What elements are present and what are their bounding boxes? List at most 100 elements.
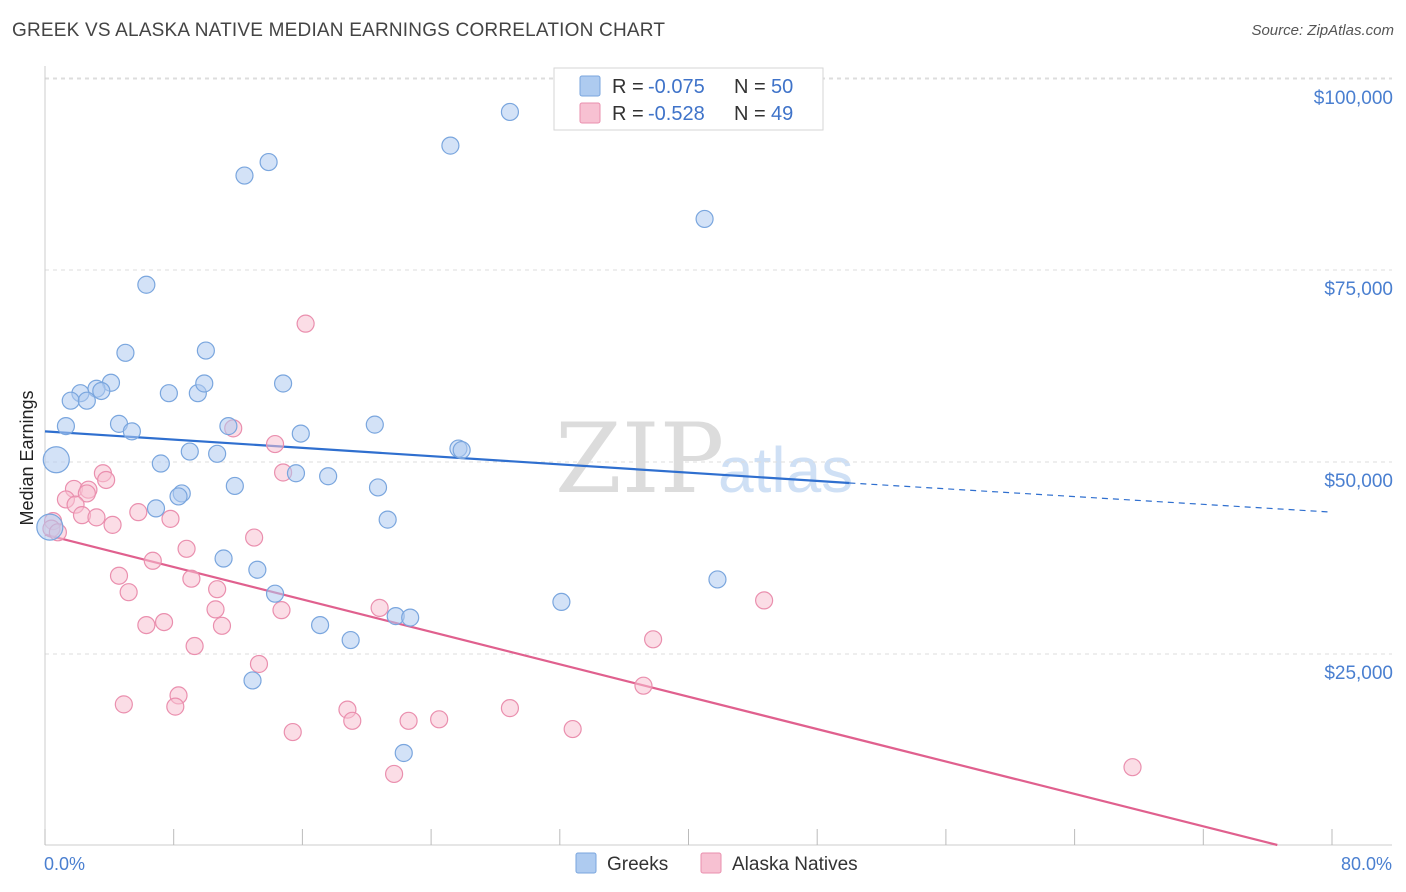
- greeks-point: [151, 454, 170, 473]
- series-legend: Greeks Alaska Natives: [575, 852, 858, 875]
- greeks-point: [77, 391, 96, 410]
- bottom-legend-swatch-greeks: [575, 852, 597, 874]
- legend-alaska-r-value: -0.528: [648, 103, 705, 125]
- greeks-point: [169, 487, 188, 506]
- greeks-point: [36, 513, 64, 541]
- bottom-legend-alaska: Alaska Natives: [732, 854, 858, 875]
- greeks-point: [214, 549, 233, 568]
- greeks-point: [365, 415, 384, 434]
- greeks-point: [695, 209, 714, 229]
- alaska-point: [166, 697, 185, 716]
- greeks-point: [259, 152, 278, 172]
- watermark-zip: ZIP: [555, 403, 724, 515]
- greeks-point: [219, 417, 238, 436]
- alaska-point: [206, 600, 225, 619]
- greeks-point: [159, 384, 178, 403]
- greeks-trend-extension: [849, 482, 1333, 513]
- alaska-point: [143, 551, 162, 570]
- grid-lines: [45, 77, 1392, 655]
- legend-greeks-n-value: 50: [771, 76, 793, 98]
- bottom-legend-greeks: Greeks: [607, 854, 668, 875]
- alaska-point: [343, 711, 362, 730]
- alaska-point: [265, 434, 285, 454]
- legend-greeks-r-value: -0.075: [648, 76, 705, 98]
- greeks-points: [36, 102, 727, 763]
- alaska-point: [114, 695, 133, 714]
- greeks-point: [196, 341, 215, 360]
- source-label: Source: ZipAtlas.com: [1251, 22, 1394, 39]
- alaska-point: [87, 508, 106, 527]
- alaska-point: [370, 598, 389, 617]
- trend-lines: [44, 430, 1333, 847]
- greeks-point: [243, 671, 262, 690]
- alaska-point: [644, 630, 663, 649]
- greeks-point: [116, 343, 135, 362]
- alaska-point: [296, 314, 315, 333]
- legend-greeks-r-label: R =: [612, 76, 644, 98]
- greeks-point: [225, 476, 244, 496]
- alaska-point: [137, 615, 156, 635]
- y-tick-label: $25,000: [1324, 663, 1393, 684]
- greeks-point: [378, 510, 397, 529]
- greeks-point: [122, 422, 141, 441]
- greeks-point: [291, 424, 310, 443]
- alaska-point: [245, 528, 264, 547]
- greeks-point: [180, 442, 199, 461]
- greeks-point: [401, 608, 420, 627]
- legend-swatch-alaska: [579, 102, 601, 124]
- greeks-point: [441, 136, 460, 155]
- greeks-point: [265, 584, 285, 603]
- y-tick-label: $75,000: [1324, 279, 1393, 300]
- legend-alaska-n-label: N =: [734, 103, 766, 125]
- alaska-point: [212, 616, 232, 635]
- alaska-point: [119, 583, 138, 602]
- greeks-point: [273, 374, 293, 393]
- greeks-trend-line: [44, 430, 850, 485]
- alaska-point: [97, 470, 116, 490]
- greeks-point: [248, 560, 267, 579]
- greeks-point: [56, 417, 76, 436]
- x-tick-label-min: 0.0%: [44, 854, 85, 874]
- alaska-point: [430, 710, 449, 729]
- alaska-point: [109, 566, 129, 585]
- greeks-point: [319, 467, 338, 486]
- alaska-trend-line: [44, 533, 1278, 847]
- y-tick-label: $50,000: [1324, 471, 1393, 492]
- alaska-point: [399, 711, 418, 730]
- greeks-point: [195, 374, 214, 393]
- alaska-points: [42, 314, 1142, 784]
- greeks-point: [452, 440, 471, 460]
- alaska-point: [283, 722, 302, 742]
- alaska-point: [154, 612, 174, 632]
- alaska-point: [563, 719, 582, 739]
- greeks-point: [286, 464, 306, 483]
- greeks-point: [552, 592, 571, 612]
- greeks-point: [42, 446, 70, 474]
- x-tick-label-max: 80.0%: [1341, 854, 1392, 874]
- correlation-legend: R = -0.075 N = 50 R = -0.528 N = 49: [553, 67, 824, 131]
- greeks-point: [235, 166, 254, 185]
- legend-alaska-n-value: 49: [771, 103, 793, 125]
- y-tick-labels: $25,000 $50,000 $75,000 $100,000: [1314, 88, 1393, 684]
- alaska-point: [500, 699, 520, 718]
- y-tick-label: $100,000: [1314, 88, 1393, 109]
- alaska-point: [129, 503, 148, 522]
- legend-greeks-n-label: N =: [734, 76, 766, 98]
- greeks-point: [341, 630, 360, 650]
- chart-title: GREEK VS ALASKA NATIVE MEDIAN EARNINGS C…: [12, 20, 666, 41]
- alaska-point: [634, 676, 653, 695]
- bottom-legend-swatch-alaska: [700, 852, 722, 874]
- greeks-point: [368, 478, 388, 497]
- alaska-point: [384, 764, 404, 784]
- greeks-point: [146, 499, 166, 518]
- alaska-point: [755, 591, 774, 610]
- alaska-point: [272, 601, 291, 620]
- alaska-point: [185, 636, 204, 656]
- alaska-point: [208, 580, 227, 599]
- greeks-point: [500, 102, 520, 122]
- alaska-point: [177, 539, 196, 558]
- alaska-point: [182, 569, 201, 588]
- watermark-atlas: atlas: [718, 434, 853, 506]
- alaska-point: [1123, 758, 1142, 777]
